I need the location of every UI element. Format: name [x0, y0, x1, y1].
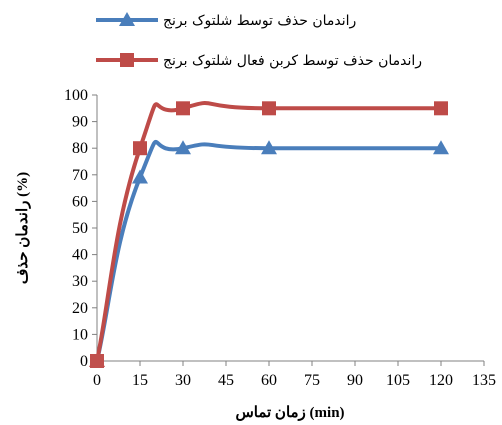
data-point [176, 101, 190, 116]
x-tick-label: 30 [175, 372, 191, 389]
data-point [434, 101, 448, 116]
data-point [262, 101, 276, 116]
x-tick-label: 75 [304, 372, 320, 389]
x-tick-label: 15 [132, 372, 148, 389]
x-tick-label: 120 [429, 372, 453, 389]
x-tick-label: 45 [218, 372, 234, 389]
legend-label: راندمان حذف توسط کربن فعال شلتوک برنج [163, 53, 422, 69]
series-line [95, 139, 443, 363]
legend-marker [119, 12, 135, 26]
y-tick-label: 40 [72, 247, 88, 264]
series-area [89, 101, 449, 368]
y-tick-label: 30 [72, 273, 88, 290]
legend-item-2: راندمان حذف توسط کربن فعال شلتوک برنج [96, 53, 422, 69]
x-tick-label: 135 [472, 372, 496, 389]
data-point [261, 140, 277, 155]
y-tick-label: 90 [72, 114, 88, 131]
x-tick-label: 90 [347, 372, 363, 389]
legend-marker [120, 53, 134, 67]
x-axis-title: زمان تماس (min) [235, 405, 344, 421]
x-tick-label: 105 [386, 372, 410, 389]
data-point [433, 140, 449, 155]
y-tick-label: 80 [72, 140, 88, 157]
y-tick-label: 100 [64, 87, 88, 104]
data-point [175, 140, 191, 155]
legend-item-1: راندمان حذف توسط شلتوک برنج [96, 12, 356, 29]
axes: 0 10 20 30 40 50 60 70 80 90 100 0 15 30 45 60 75 90 105 12… [64, 87, 496, 389]
series-2-markers [90, 101, 448, 368]
x-tick-label: 60 [261, 372, 277, 389]
legend: راندمان حذف توسط شلتوک برنج راندمان حذف ت… [96, 12, 422, 69]
y-axis-title: راندمان حذف (%) [15, 172, 31, 284]
y-tick-label: 70 [72, 167, 88, 184]
data-point [132, 169, 148, 184]
series-1 [95, 139, 443, 363]
y-tick-label: 50 [72, 220, 88, 237]
y-tick-label: 10 [72, 326, 88, 343]
y-tick-label: 60 [72, 193, 88, 210]
x-tick-label: 0 [93, 372, 101, 389]
legend-label: راندمان حذف توسط شلتوک برنج [163, 13, 356, 29]
y-tick-label: 20 [72, 300, 88, 317]
data-point [133, 141, 147, 156]
y-tick-label: 0 [80, 353, 88, 370]
data-point [90, 354, 104, 368]
